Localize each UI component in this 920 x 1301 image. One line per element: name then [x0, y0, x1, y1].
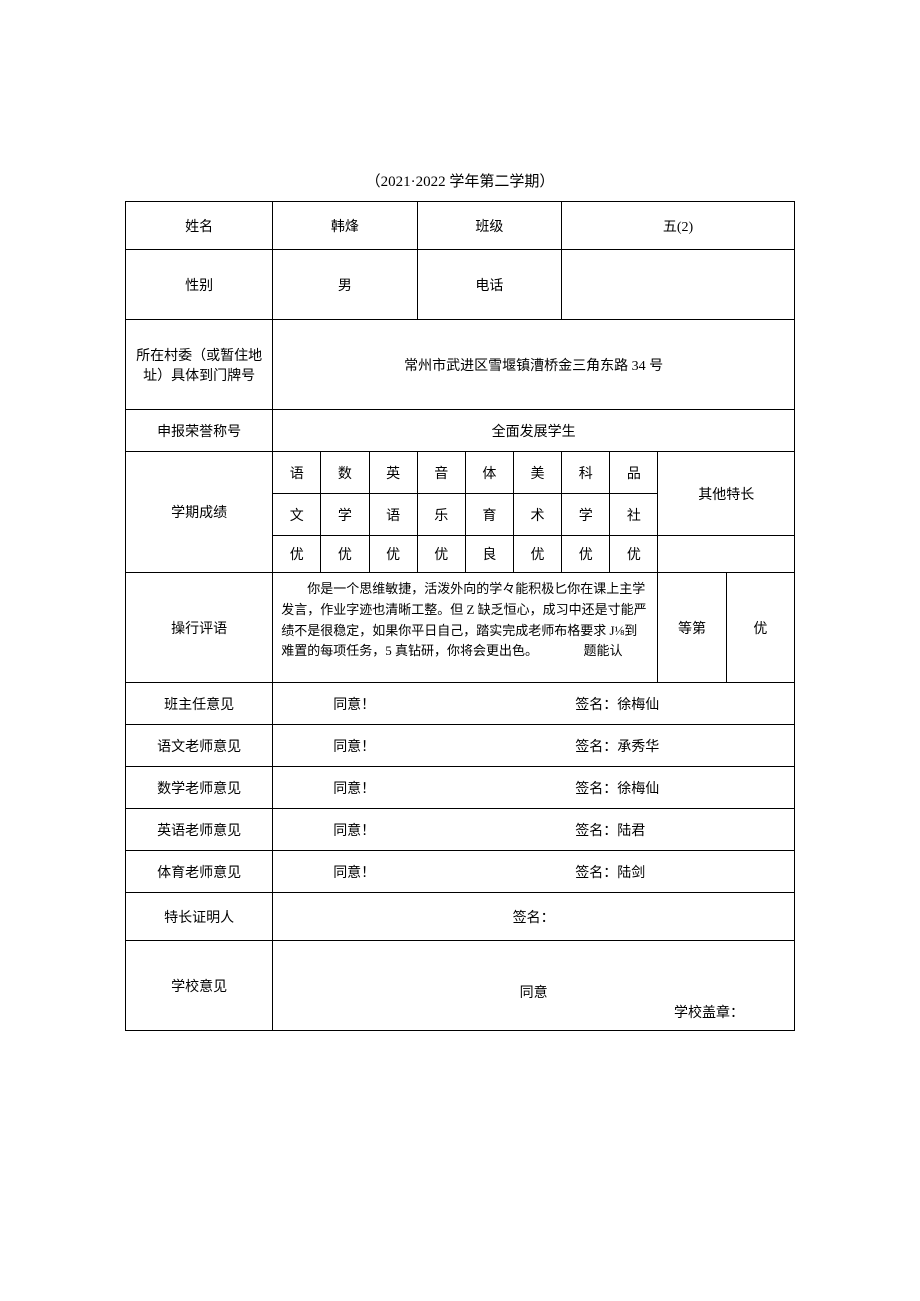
label-pe-teacher: 体育老师意见 — [126, 851, 273, 893]
subject-6-name2: 学 — [562, 494, 610, 536]
label-math-teacher: 数学老师意见 — [126, 767, 273, 809]
value-rank: 优 — [726, 573, 794, 683]
conduct-text: 你是一个思维敏捷，活泼外向的学々能积极匕你在课上主学发言，作业字迹也清晰工整。但… — [281, 581, 646, 658]
label-witness: 特长证明人 — [126, 893, 273, 941]
label-english-teacher: 英语老师意见 — [126, 809, 273, 851]
subject-1-name2: 学 — [321, 494, 369, 536]
label-name: 姓名 — [126, 202, 273, 250]
label-school: 学校意见 — [126, 941, 273, 1031]
agree-plain: 同意 — [277, 970, 790, 1002]
subject-5-name2: 术 — [513, 494, 561, 536]
agree-text: 同意！ — [333, 862, 375, 882]
value-school: 同意 学校盖章： — [273, 941, 795, 1031]
label-phone: 电话 — [417, 250, 561, 320]
subject-4-name2: 育 — [465, 494, 513, 536]
subject-3-name1: 音 — [417, 452, 465, 494]
subject-7-name2: 社 — [610, 494, 658, 536]
value-pe-teacher: 同意！ 签名：陆剑 — [273, 851, 795, 893]
value-class-teacher: 同意！ 签名：徐梅仙 — [273, 683, 795, 725]
value-conduct: 你是一个思维敏捷，活泼外向的学々能积极匕你在课上主学发言，作业字迹也清晰工整。但… — [273, 573, 658, 683]
sign-class-teacher: 签名：徐梅仙 — [575, 694, 659, 714]
label-other-talent: 其他特长 — [658, 452, 795, 536]
subject-6-name1: 科 — [562, 452, 610, 494]
subject-2-name1: 英 — [369, 452, 417, 494]
label-conduct: 操行评语 — [126, 573, 273, 683]
student-form-table: 姓名 韩烽 班级 五(2) 性别 男 电话 所在村委（或暂住地址）具体到门牌号 … — [125, 201, 795, 1031]
label-honor: 申报荣誉称号 — [126, 410, 273, 452]
label-class-teacher: 班主任意见 — [126, 683, 273, 725]
agree-text: 同意！ — [333, 736, 375, 756]
subject-4-name1: 体 — [465, 452, 513, 494]
sign-pe-teacher: 签名：陆剑 — [575, 862, 645, 882]
page-title: （2021·2022 学年第二学期） — [125, 170, 795, 191]
label-class: 班级 — [417, 202, 561, 250]
label-rank: 等第 — [658, 573, 726, 683]
sign-math-teacher: 签名：徐梅仙 — [575, 778, 659, 798]
sign-witness: 签名： — [513, 911, 555, 926]
subject-4-grade: 良 — [465, 536, 513, 573]
subject-1-name1: 数 — [321, 452, 369, 494]
subject-0-grade: 优 — [273, 536, 321, 573]
subject-2-grade: 优 — [369, 536, 417, 573]
agree-text: 同意！ — [333, 820, 375, 840]
value-class: 五(2) — [562, 202, 795, 250]
subject-0-name1: 语 — [273, 452, 321, 494]
subject-7-grade: 优 — [610, 536, 658, 573]
subject-5-name1: 美 — [513, 452, 561, 494]
label-semester-grade: 学期成绩 — [126, 452, 273, 573]
agree-text: 同意！ — [333, 694, 375, 714]
subject-1-grade: 优 — [321, 536, 369, 573]
subject-3-grade: 优 — [417, 536, 465, 573]
subject-5-grade: 优 — [513, 536, 561, 573]
value-chinese-teacher: 同意！ 签名：承秀华 — [273, 725, 795, 767]
sign-english-teacher: 签名：陆君 — [575, 820, 645, 840]
value-witness: 签名： — [273, 893, 795, 941]
value-english-teacher: 同意！ 签名：陆君 — [273, 809, 795, 851]
value-math-teacher: 同意！ 签名：徐梅仙 — [273, 767, 795, 809]
value-other-talent — [658, 536, 795, 573]
subject-6-grade: 优 — [562, 536, 610, 573]
sign-chinese-teacher: 签名：承秀华 — [575, 736, 659, 756]
subject-7-name1: 品 — [610, 452, 658, 494]
agree-text: 同意！ — [333, 778, 375, 798]
subject-3-name2: 乐 — [417, 494, 465, 536]
value-name: 韩烽 — [273, 202, 417, 250]
label-address: 所在村委（或暂住地址）具体到门牌号 — [126, 320, 273, 410]
value-address: 常州市武进区雪堰镇漕桥金三角东路 34 号 — [273, 320, 795, 410]
subject-0-name2: 文 — [273, 494, 321, 536]
school-seal: 学校盖章： — [674, 1002, 744, 1022]
value-gender: 男 — [273, 250, 417, 320]
value-honor: 全面发展学生 — [273, 410, 795, 452]
label-gender: 性别 — [126, 250, 273, 320]
subject-2-name2: 语 — [369, 494, 417, 536]
label-chinese-teacher: 语文老师意见 — [126, 725, 273, 767]
value-phone — [562, 250, 795, 320]
